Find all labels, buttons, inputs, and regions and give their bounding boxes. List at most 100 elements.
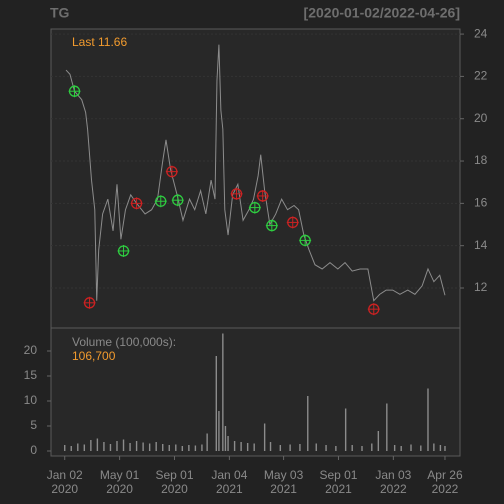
volume-bar [90,440,92,451]
volume-bar [168,445,170,451]
x-tick-label-line: 2021 [270,482,297,496]
volume-bar [83,444,86,451]
buy-signal [248,201,261,214]
volume-bar [289,444,291,451]
volume-bar [315,443,317,451]
x-tick-label: May 01 2020 [100,468,140,496]
volume-bar [377,431,380,451]
x-tick-label-line: Jan 03 [375,468,411,482]
x-tick-label-line: 2020 [51,482,78,496]
volume-bar [222,333,224,451]
volume-bar [351,445,353,451]
x-tick-label: Jan 02 2020 [47,468,83,496]
volume-bar [188,445,190,451]
volume-bar [77,443,79,451]
sell-signal [83,296,96,309]
volume-bar [224,426,227,451]
volume-bar [206,433,208,451]
volume-bar [361,446,363,451]
volume-bar [162,444,164,451]
y-tick-label: 16 [474,196,488,210]
x-tick-label-line: Apr 26 [427,468,463,482]
y-tick-label: 15 [24,368,38,382]
buy-signal [117,244,130,257]
buy-signal [299,234,312,247]
y-tick-label: 12 [474,280,488,294]
buy-signal [154,195,167,208]
volume-bar [240,442,242,451]
volume-bar [201,444,203,451]
buy-signal [265,219,278,232]
volume-bar [129,443,131,451]
sell-signal [256,189,269,202]
volume-bar [344,408,347,451]
volume-panel [50,327,461,457]
volume-bar [122,439,125,451]
volume-bar [393,445,396,451]
volume-bar [215,356,217,451]
volume-bar [218,411,220,451]
volume-label: Volume (100,000s): [72,335,176,349]
y-tick-label: 14 [474,238,488,252]
sell-signal [286,216,299,229]
x-tick-label: Sep 01 2020 [155,468,193,496]
x-tick-label-line: May 01 [100,468,140,482]
y-tick-label: 22 [474,69,488,83]
y-tick-label: 5 [30,418,37,432]
volume-bar [420,445,422,451]
price-line [65,44,446,302]
volume-bar [103,442,105,451]
x-tick-label-line: Sep 01 [155,468,193,482]
volume-bar [155,442,157,451]
volume-bar [64,445,66,451]
volume-bar [142,442,144,451]
x-tick-label: Apr 26 2022 [427,468,463,496]
x-tick-label-line: Jan 04 [211,468,247,482]
volume-bar [148,443,151,451]
volume-bar [70,446,72,451]
buy-signal [171,194,184,207]
x-tick-label: May 03 2021 [264,468,304,496]
x-tick-label-line: 2022 [432,482,459,496]
volume-bar [335,446,337,451]
volume-bar [116,441,118,451]
y-tick-label: 10 [24,393,38,407]
sell-signal [165,165,178,178]
volume-bar [109,444,112,451]
y-tick-label: 18 [474,153,488,167]
volume-bar [325,445,327,451]
volume-bar [263,423,266,451]
x-tick-label: Jan 03 2022 [375,468,411,496]
x-tick-label: Jan 04 2021 [211,468,247,496]
volume-bar [307,396,309,451]
y-tick-label: 0 [30,443,37,457]
volume-bar [253,443,255,451]
y-tick-label: 20 [24,343,38,357]
sell-signal [130,197,143,210]
x-tick-label-line: Sep 01 [319,468,357,482]
buy-signal [68,85,81,98]
x-tick-label-line: 2021 [216,482,243,496]
volume-bar [233,441,236,451]
volume-bar [175,444,177,451]
sell-signal [230,187,243,200]
volume-bar [269,442,272,451]
x-tick-label-line: 2022 [380,482,407,496]
volume-bar [427,388,429,451]
chart-title: TG [50,5,70,21]
last-price: Last 11.66 [72,35,127,49]
volume-bar [299,444,301,451]
x-tick-label-line: 2020 [106,482,133,496]
volume-last: 106,700 [72,349,116,363]
volume-bar [410,444,412,451]
volume-bar [181,446,184,451]
date-range: [2020-01-02/2022-04-26] [304,5,460,21]
y-tick-label: 24 [474,26,488,40]
volume-bar [246,443,249,451]
price-panel [50,28,461,329]
volume-bar [400,446,402,451]
volume-bar [194,445,197,451]
y-tick-label: 20 [474,111,488,125]
